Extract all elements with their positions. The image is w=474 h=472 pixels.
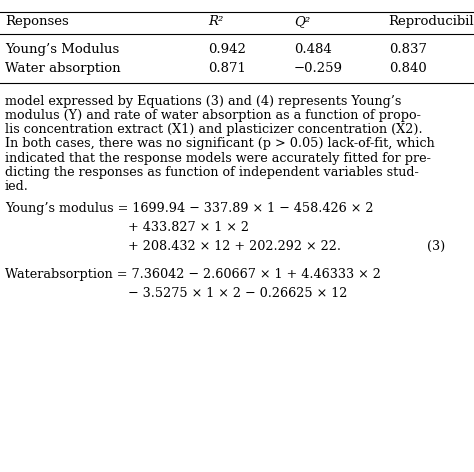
Text: lis concentration extract (X1) and plasticizer concentration (X2).: lis concentration extract (X1) and plast… [5, 123, 422, 136]
Text: Young’s Modulus: Young’s Modulus [5, 43, 119, 56]
Text: indicated that the response models were accurately fitted for pre-: indicated that the response models were … [5, 152, 430, 165]
Text: In both cases, there was no significant (p > 0.05) lack-of-fit, which: In both cases, there was no significant … [5, 137, 435, 151]
Text: Water absorption: Water absorption [5, 62, 120, 75]
Text: (3): (3) [427, 240, 445, 253]
Text: Reproducibility: Reproducibility [389, 15, 474, 28]
Text: dicting the responses as function of independent variables stud-: dicting the responses as function of ind… [5, 166, 419, 179]
Text: 0.942: 0.942 [209, 43, 246, 56]
Text: Young’s modulus = 1699.94 − 337.89 × 1 − 458.426 × 2: Young’s modulus = 1699.94 − 337.89 × 1 −… [5, 202, 373, 215]
Text: 0.840: 0.840 [389, 62, 427, 75]
Text: + 433.827 × 1 × 2: + 433.827 × 1 × 2 [128, 221, 249, 234]
Text: model expressed by Equations (3) and (4) represents Young’s: model expressed by Equations (3) and (4)… [5, 95, 401, 108]
Text: − 3.5275 × 1 × 2 − 0.26625 × 12: − 3.5275 × 1 × 2 − 0.26625 × 12 [128, 287, 347, 300]
Text: Waterabsorption = 7.36042 − 2.60667 × 1 + 4.46333 × 2: Waterabsorption = 7.36042 − 2.60667 × 1 … [5, 268, 381, 281]
Text: Reponses: Reponses [5, 15, 68, 28]
Text: 0.484: 0.484 [294, 43, 332, 56]
Text: R²: R² [209, 15, 224, 28]
Text: + 208.432 × 12 + 202.292 × 22.: + 208.432 × 12 + 202.292 × 22. [128, 240, 341, 253]
Text: ied.: ied. [5, 180, 28, 193]
Text: 0.837: 0.837 [389, 43, 427, 56]
Text: −0.259: −0.259 [294, 62, 343, 75]
Text: modulus (Y) and rate of water absorption as a function of propo-: modulus (Y) and rate of water absorption… [5, 109, 420, 122]
Text: 0.871: 0.871 [209, 62, 246, 75]
Text: Q²: Q² [294, 15, 310, 28]
